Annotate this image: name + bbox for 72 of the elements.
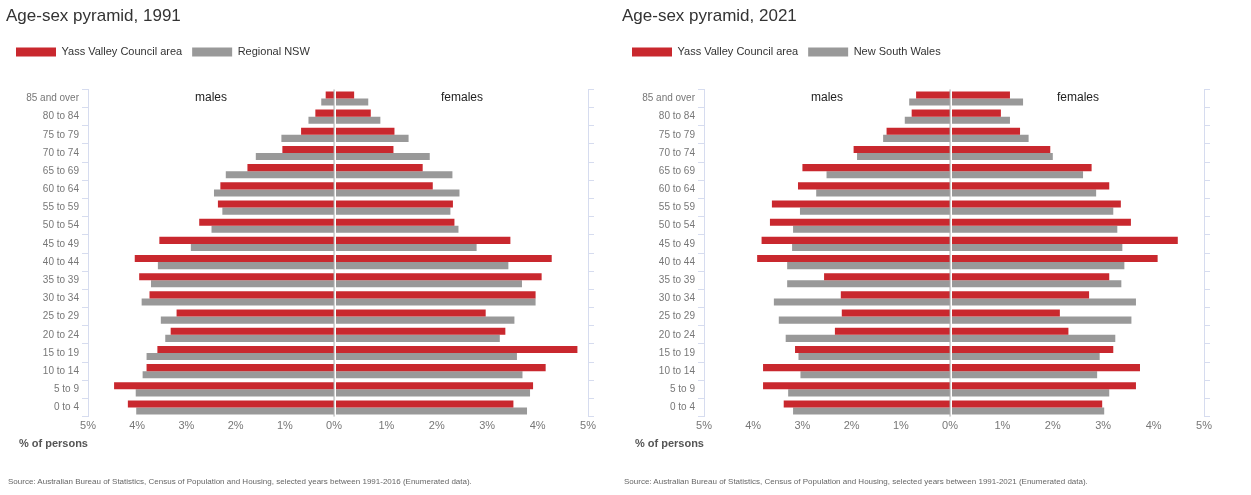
x-tick-label: 0% bbox=[942, 419, 959, 432]
chart-title: Age-sex pyramid, 1991 bbox=[6, 5, 181, 25]
y-tick-label: 35 to 39 bbox=[42, 274, 80, 286]
x-tick-label: 4% bbox=[745, 419, 762, 432]
x-tick-label: 1% bbox=[892, 419, 910, 432]
y-tick-label: 5 to 9 bbox=[53, 383, 80, 395]
x-tick-label: 4% bbox=[529, 419, 546, 432]
y-tick-label: 0 to 4 bbox=[669, 401, 696, 413]
legend-label: New South Wales bbox=[853, 44, 942, 57]
legend-label: Yass Valley Council area bbox=[61, 44, 184, 57]
y-tick-label: 30 to 34 bbox=[42, 292, 80, 304]
y-tick-label: 75 to 79 bbox=[658, 128, 696, 140]
y-tick-label: 40 to 44 bbox=[658, 255, 696, 267]
x-tick-label: 4% bbox=[1145, 419, 1162, 432]
y-tick-label: 5 to 9 bbox=[669, 383, 696, 395]
y-tick-label: 20 to 24 bbox=[658, 328, 696, 340]
y-tick-label: 60 to 64 bbox=[658, 183, 696, 195]
y-tick-label: 80 to 84 bbox=[658, 110, 696, 122]
y-tick-label: 15 to 19 bbox=[42, 346, 80, 358]
y-tick-label: 45 to 49 bbox=[42, 237, 80, 249]
x-tick-label: 5% bbox=[1196, 419, 1213, 432]
x-tick-label: 1% bbox=[994, 419, 1011, 432]
y-tick-label: 55 to 59 bbox=[658, 201, 696, 213]
y-tick-label: 10 to 14 bbox=[658, 364, 696, 376]
x-tick-label: 2% bbox=[1044, 419, 1061, 432]
x-axis-title: % of persons bbox=[634, 437, 704, 450]
y-tick-label: 85 and over bbox=[26, 92, 80, 104]
source-note: Source: Australian Bureau of Statistics, Census of Population and Housing, selected years between 1991-2016 (Enumerated data). bbox=[8, 476, 472, 487]
y-tick-label: 0 to 4 bbox=[53, 401, 80, 413]
y-tick-label: 50 to 54 bbox=[658, 219, 696, 231]
y-tick-label: 15 to 19 bbox=[658, 346, 696, 358]
y-tick-label: 30 to 34 bbox=[658, 292, 696, 304]
y-tick-label: 60 to 64 bbox=[42, 183, 80, 195]
chart-title: Age-sex pyramid, 2021 bbox=[622, 5, 797, 25]
y-tick-label: 25 to 29 bbox=[658, 310, 696, 322]
x-axis-title: % of persons bbox=[18, 437, 88, 450]
x-tick-label: 5% bbox=[696, 419, 713, 432]
annotation: females bbox=[440, 89, 484, 104]
source-note: Source: Australian Bureau of Statistics, Census of Population and Housing, selected years between 1991-2021 (Enumerated data). bbox=[624, 476, 1088, 487]
y-tick-label: 10 to 14 bbox=[42, 364, 80, 376]
y-tick-label: 70 to 74 bbox=[42, 146, 80, 158]
y-tick-label: 80 to 84 bbox=[42, 110, 80, 122]
annotation: males bbox=[811, 89, 844, 104]
x-tick-label: 3% bbox=[1095, 419, 1112, 432]
y-tick-label: 25 to 29 bbox=[42, 310, 80, 322]
y-tick-label: 85 and over bbox=[642, 92, 696, 104]
x-tick-label: 5% bbox=[80, 419, 97, 432]
x-tick-label: 2% bbox=[428, 419, 445, 432]
legend-label: Yass Valley Council area bbox=[677, 44, 800, 57]
y-tick-label: 35 to 39 bbox=[658, 274, 696, 286]
y-tick-label: 50 to 54 bbox=[42, 219, 80, 231]
x-tick-label: 1% bbox=[276, 419, 294, 432]
y-tick-label: 70 to 74 bbox=[658, 146, 696, 158]
y-tick-label: 65 to 69 bbox=[658, 164, 696, 176]
y-tick-label: 45 to 49 bbox=[658, 237, 696, 249]
x-tick-label: 4% bbox=[129, 419, 146, 432]
y-tick-label: 55 to 59 bbox=[42, 201, 80, 213]
x-tick-label: 0% bbox=[326, 419, 343, 432]
x-tick-label: 5% bbox=[580, 419, 597, 432]
annotation: males bbox=[195, 89, 228, 104]
x-tick-label: 3% bbox=[794, 419, 811, 432]
annotation: females bbox=[1056, 89, 1100, 104]
x-tick-label: 1% bbox=[378, 419, 395, 432]
x-tick-label: 2% bbox=[843, 419, 860, 432]
y-tick-label: 75 to 79 bbox=[42, 128, 80, 140]
y-tick-label: 65 to 69 bbox=[42, 164, 80, 176]
legend-label: Regional NSW bbox=[237, 44, 311, 57]
x-tick-label: 3% bbox=[479, 419, 496, 432]
y-tick-label: 20 to 24 bbox=[42, 328, 80, 340]
x-tick-label: 2% bbox=[227, 419, 244, 432]
x-tick-label: 3% bbox=[178, 419, 195, 432]
y-tick-label: 40 to 44 bbox=[42, 255, 80, 267]
